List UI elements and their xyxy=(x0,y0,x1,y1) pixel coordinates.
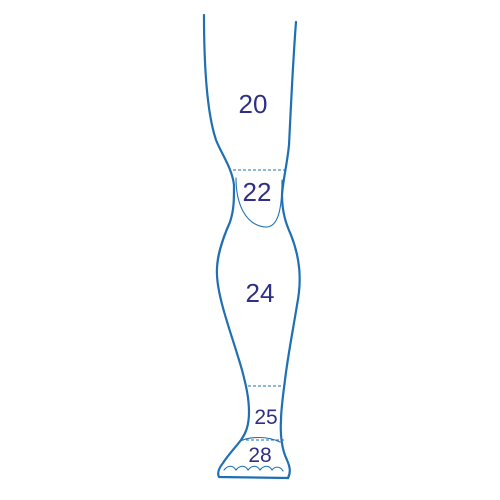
zone-label-ankle: 25 xyxy=(254,406,277,429)
leg-outline-right xyxy=(279,20,301,480)
foot-top-curve xyxy=(238,436,281,443)
zone-label-calf: 24 xyxy=(246,278,275,308)
kneecap-curve xyxy=(235,177,283,228)
leg-outline-left xyxy=(202,13,290,480)
toe-scallops xyxy=(223,465,284,472)
zone-label-knee: 22 xyxy=(243,177,272,207)
zone-label-thigh: 20 xyxy=(239,89,268,119)
zone-label-foot: 28 xyxy=(248,444,271,467)
